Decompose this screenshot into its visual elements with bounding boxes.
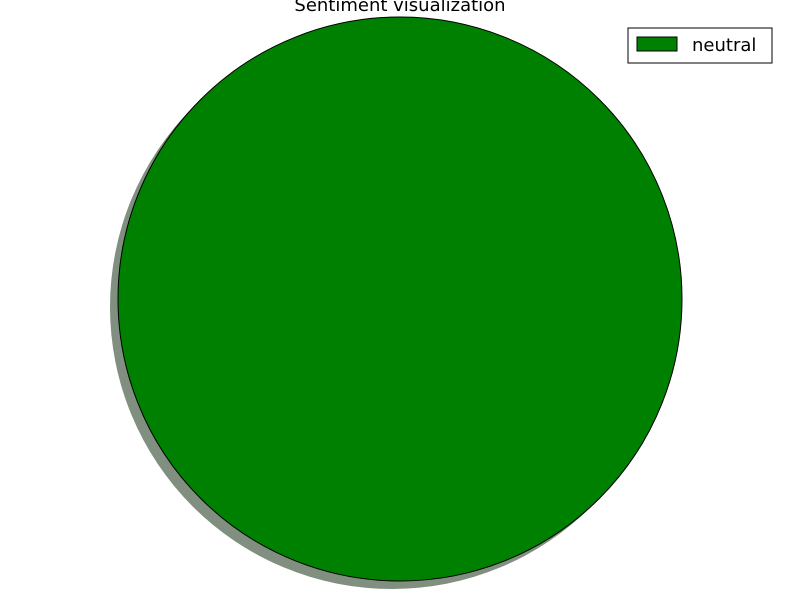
- pie-slices: [117, 16, 683, 582]
- pie-slice-neutral: [117, 16, 683, 582]
- legend-label-neutral: neutral: [692, 35, 756, 56]
- chart-title: Sentiment visualization: [294, 0, 505, 16]
- legend: neutral: [627, 27, 773, 64]
- legend-swatch-neutral: [636, 36, 678, 52]
